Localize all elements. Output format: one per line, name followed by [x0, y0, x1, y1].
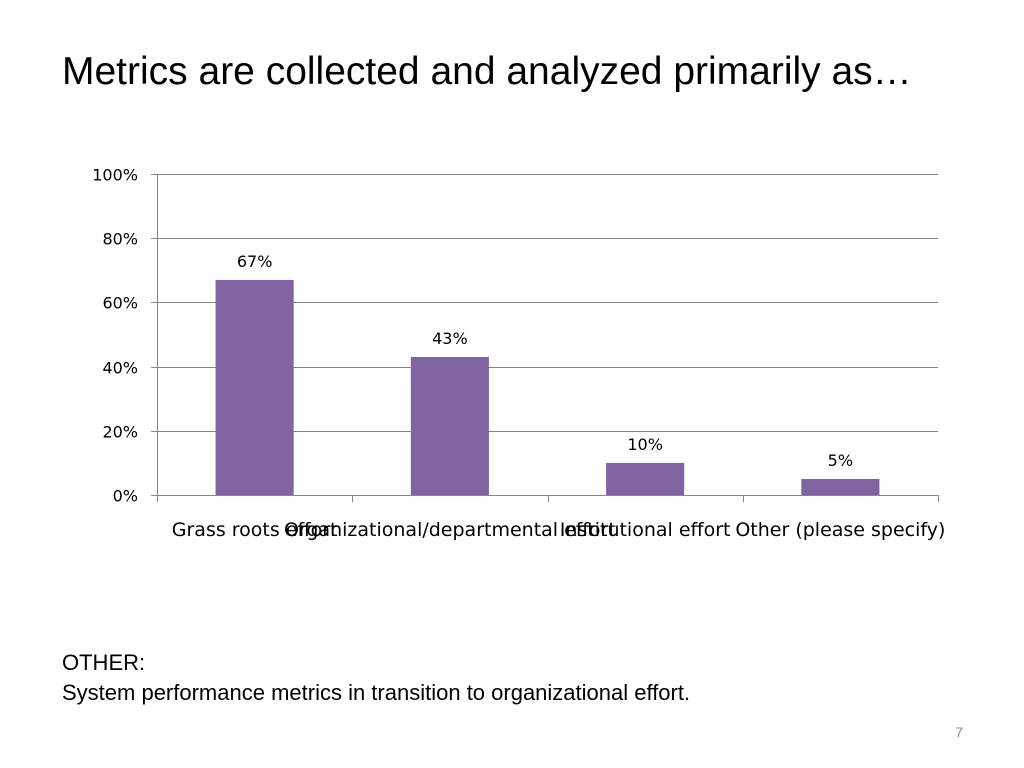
data-label: 43%: [432, 329, 468, 348]
bar: [606, 462, 685, 495]
note-heading: OTHER:: [62, 650, 146, 675]
page-number: 7: [955, 724, 963, 740]
y-tick-label: 40%: [102, 359, 138, 378]
x-category-label: Organizational/departmental effort: [284, 519, 616, 541]
y-tick-label: 0%: [113, 487, 138, 506]
x-category-label: Institutional effort: [560, 519, 731, 541]
slide-title: Metrics are collected and analyzed prima…: [62, 50, 912, 93]
axis-layer: [151, 174, 939, 502]
bar: [410, 356, 489, 495]
bar-layer: [215, 279, 880, 495]
y-tick-label: 60%: [102, 294, 138, 313]
data-label: 10%: [627, 435, 663, 454]
bar: [801, 478, 880, 495]
y-tick-label: 20%: [102, 423, 138, 442]
data-label: 67%: [237, 252, 273, 271]
note-body: System performance metrics in transition…: [62, 680, 691, 705]
data-label: 5%: [828, 451, 853, 470]
label-layer: 0% 20% 40% 60% 80% 100% 67% Grass roots effort 4…: [92, 166, 945, 542]
bar: [215, 279, 294, 495]
x-category-label: Grass roots effort: [172, 519, 338, 541]
x-category-label: Other (please specify): [735, 519, 945, 541]
y-tick-label: 100%: [92, 166, 138, 185]
other-note: OTHER: System performance metrics in tra…: [62, 648, 690, 708]
y-tick-label: 80%: [102, 230, 138, 249]
